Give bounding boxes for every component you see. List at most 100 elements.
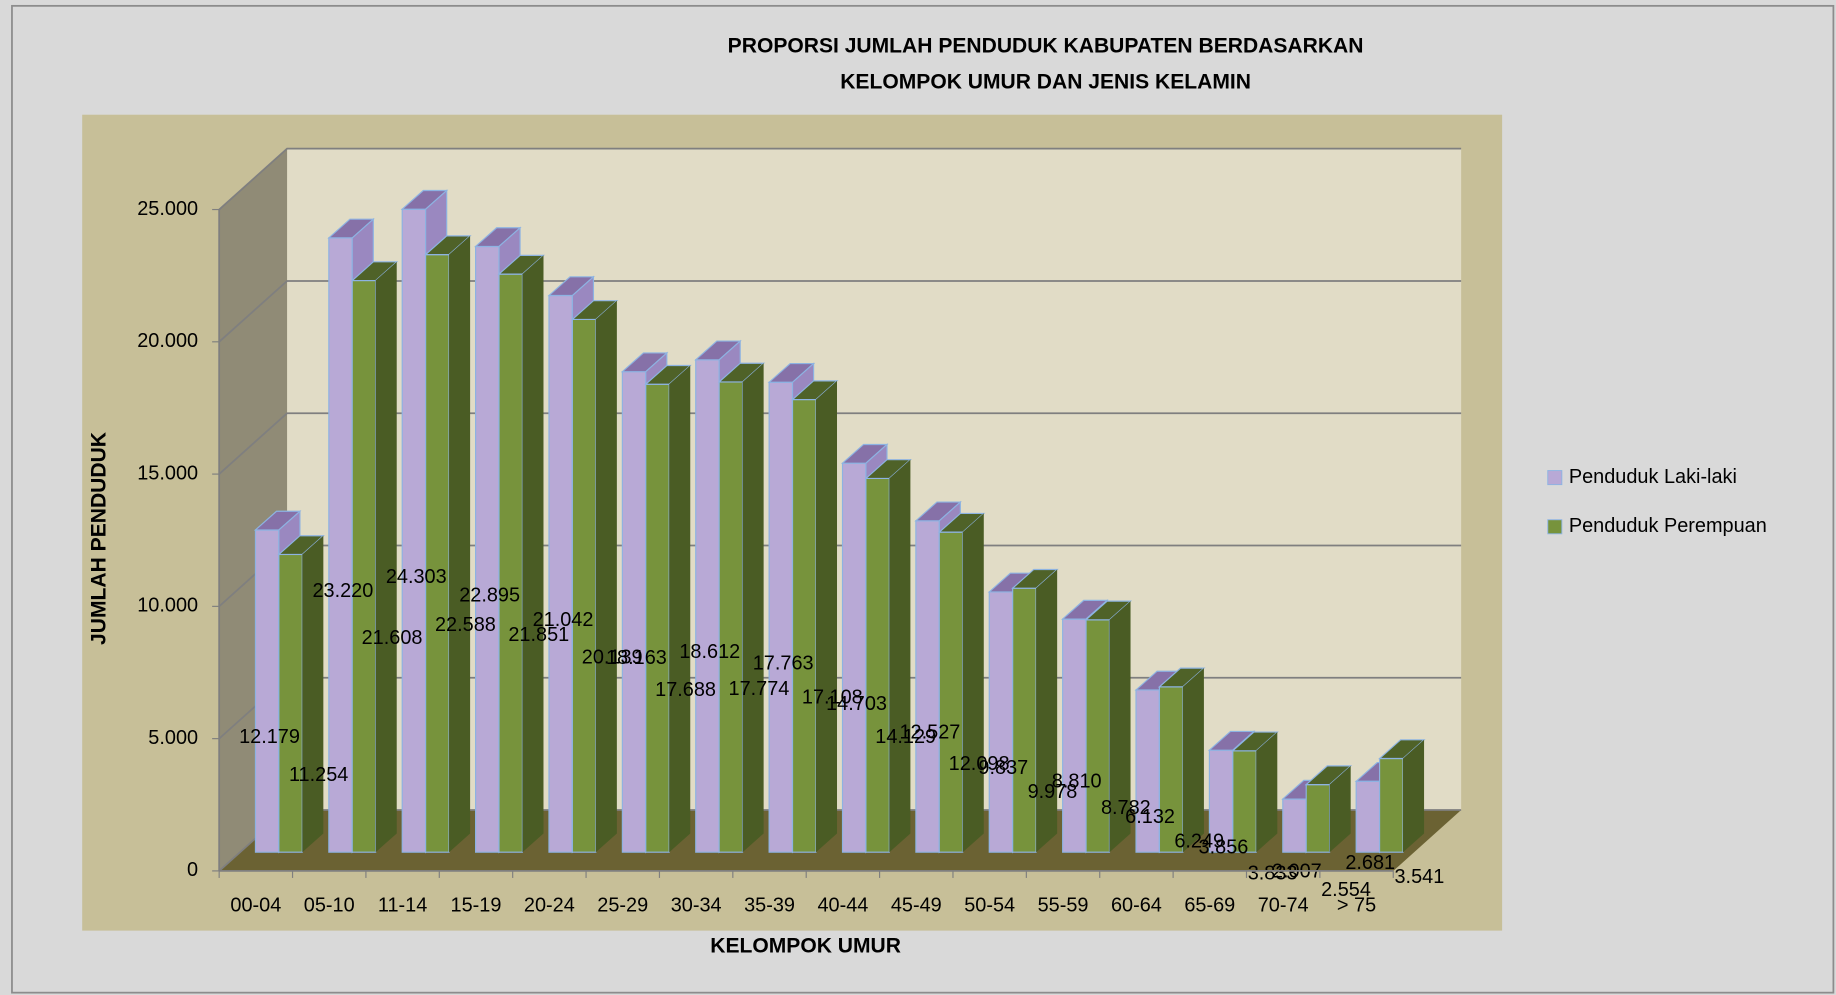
data-label: 22.588 xyxy=(435,614,496,636)
bar-front xyxy=(1012,587,1037,853)
bar-front xyxy=(988,591,1014,853)
bar-front xyxy=(498,273,523,853)
y-tick-label: 0 xyxy=(187,859,198,881)
data-label: 18.163 xyxy=(606,647,667,669)
bar-front xyxy=(1378,757,1404,853)
data-label: 18.612 xyxy=(679,641,740,663)
bar-front xyxy=(645,383,670,853)
data-label: 21.851 xyxy=(508,624,569,646)
x-tick-label: 60-64 xyxy=(1111,894,1162,916)
bar-front xyxy=(254,529,280,853)
x-tick-label: 25-29 xyxy=(597,894,648,916)
bar-front xyxy=(695,359,720,853)
bar xyxy=(1231,731,1279,853)
bar-front xyxy=(718,381,744,853)
bar-front xyxy=(865,477,890,853)
x-tick-label: 65-69 xyxy=(1184,894,1235,916)
bar-front xyxy=(351,279,377,853)
x-tick-label: 55-59 xyxy=(1038,894,1089,916)
grid-line xyxy=(218,412,1462,475)
data-label: 22.895 xyxy=(459,584,520,606)
bar-side xyxy=(815,380,838,853)
y-tick-label: 10.000 xyxy=(137,595,198,617)
bar-front xyxy=(1355,780,1381,853)
bar xyxy=(350,261,399,853)
y-tick-label: 5.000 xyxy=(148,727,198,749)
bar-side xyxy=(669,365,691,853)
x-tick-label: 05-10 xyxy=(304,894,355,916)
grid-line xyxy=(218,280,1462,343)
legend-marker xyxy=(1547,519,1563,535)
x-tick-label: 40-44 xyxy=(817,894,868,916)
bar xyxy=(1157,667,1206,853)
y-tick-label: 25.000 xyxy=(137,198,198,220)
bar-side xyxy=(742,363,764,853)
x-tick-label: > 75 xyxy=(1337,894,1376,916)
data-label: 23.220 xyxy=(312,580,373,602)
bar-side xyxy=(302,535,324,853)
x-axis-title: KELOMPOK UMUR xyxy=(710,935,901,958)
grid-line xyxy=(218,147,1462,211)
bar xyxy=(277,535,325,853)
bar-side xyxy=(449,235,471,853)
x-tick-label: 11-14 xyxy=(378,894,427,916)
data-label: 8.810 xyxy=(1052,771,1102,793)
data-label: 12.179 xyxy=(239,726,300,748)
y-axis-title: JUMLAH PENDUDUK xyxy=(87,431,110,645)
x-tick-label: 70-74 xyxy=(1258,894,1309,916)
x-tick-label: 20-24 xyxy=(524,894,575,916)
bar xyxy=(1378,739,1426,853)
bar-side xyxy=(595,300,617,853)
legend-label: Penduduk Perempuan xyxy=(1569,515,1767,537)
data-label: 11.254 xyxy=(289,764,348,786)
bar-front xyxy=(841,462,867,853)
bars xyxy=(253,189,1426,854)
data-label: 20.139 xyxy=(582,647,643,669)
data-label: 14.129 xyxy=(875,726,936,748)
data-label: 17.108 xyxy=(802,687,863,709)
bar-front xyxy=(1062,618,1087,853)
bar xyxy=(937,512,986,853)
data-label: 17.763 xyxy=(753,652,814,674)
bar-front xyxy=(278,553,303,853)
bar-side xyxy=(375,261,397,853)
bar xyxy=(424,235,472,853)
data-label: 3.541 xyxy=(1394,866,1444,888)
legend-label: Penduduk Laki-laki xyxy=(1569,466,1737,488)
y-tick-label: 15.000 xyxy=(137,462,198,484)
data-label: 6.249 xyxy=(1174,830,1224,852)
bar-side xyxy=(889,459,911,853)
bar xyxy=(1084,600,1133,853)
data-label: 3.833 xyxy=(1248,862,1298,884)
data-label: 12.098 xyxy=(949,753,1010,775)
legend-marker xyxy=(1547,470,1563,486)
x-tick-label: 35-39 xyxy=(744,894,795,916)
x-tick-label: 00-04 xyxy=(230,894,281,916)
bar-front xyxy=(791,399,817,853)
bar xyxy=(790,380,839,853)
bar-side xyxy=(1182,668,1204,853)
bar xyxy=(1304,765,1353,853)
y-tick-label: 20.000 xyxy=(137,330,198,352)
data-label: 24.303 xyxy=(386,566,447,588)
x-tick-label: 50-54 xyxy=(964,894,1015,916)
bar xyxy=(497,254,546,853)
bar-front xyxy=(328,237,353,853)
x-tick-label: 30-34 xyxy=(671,894,722,916)
bar-front xyxy=(915,520,940,853)
data-label: 2.554 xyxy=(1321,879,1371,901)
labels: 0 5.000 10.000 15.000 20.000 25.000 00-04 12.17… xyxy=(137,198,1767,916)
bar-front xyxy=(1282,798,1307,853)
bar-side xyxy=(1402,739,1425,853)
bar-front xyxy=(768,381,794,853)
bar-side xyxy=(962,513,984,853)
data-label: 21.042 xyxy=(533,609,594,631)
bar-side xyxy=(522,255,544,853)
bar-side xyxy=(1036,569,1058,853)
bar-front xyxy=(425,254,450,853)
data-label: 8.782 xyxy=(1101,797,1151,819)
data-label: 12.527 xyxy=(900,722,961,744)
bar xyxy=(570,300,619,853)
bar-side xyxy=(1329,765,1351,853)
